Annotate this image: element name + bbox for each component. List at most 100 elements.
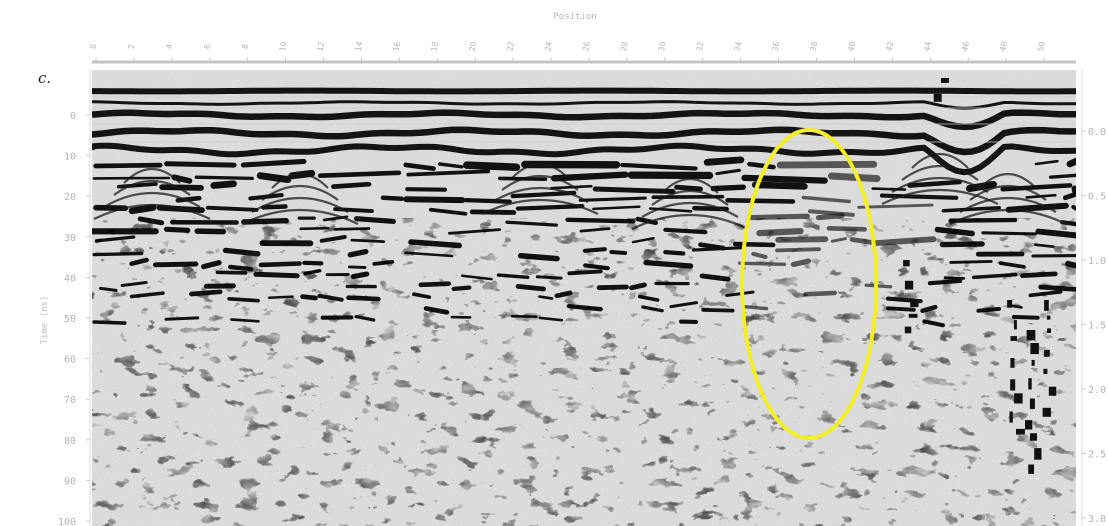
- vertical-streak-blob: [1044, 300, 1049, 311]
- time-axis-title: Time (ns): [40, 296, 50, 345]
- diffraction-event: [491, 187, 589, 203]
- vertical-streak-blob: [1043, 368, 1048, 374]
- subsurface-reflector-segment: [710, 184, 746, 192]
- subsurface-reflector-segment: [550, 184, 593, 190]
- subsurface-reflector-segment: [749, 213, 810, 221]
- time-tick-label: 40: [64, 273, 76, 284]
- depth-axis: 0.0 0.5 1.0 1.5 2.0 2.5 3.0: [1081, 70, 1106, 526]
- time-tick-label: 10: [64, 152, 76, 163]
- diffraction-event: [261, 184, 339, 201]
- position-tick-label: 28: [619, 41, 630, 52]
- subsurface-reflector-segment: [428, 207, 468, 216]
- subsurface-reflector-segment: [205, 205, 259, 212]
- diffraction-event: [881, 188, 999, 205]
- vertical-streak-blob: [1030, 343, 1039, 355]
- surface-reflector: [92, 126, 1076, 156]
- diffraction-event: [651, 189, 729, 206]
- vertical-streak-blob: [1042, 407, 1051, 417]
- subsurface-reflector-segment: [703, 156, 745, 166]
- subsurface-reflector-segment: [1034, 159, 1059, 166]
- subsurface-reflector-segment: [674, 184, 703, 192]
- diffraction-event: [271, 173, 329, 189]
- diffraction-event: [511, 163, 569, 179]
- diffraction-event: [891, 177, 989, 193]
- vertical-streak-blob: [1044, 349, 1050, 357]
- subsurface-reflector-segment: [116, 182, 158, 189]
- diffraction-event: [123, 168, 181, 184]
- vertical-streak-blob: [1048, 386, 1057, 396]
- time-tick-label: 90: [64, 476, 76, 487]
- subsurface-reflector-segment: [801, 195, 851, 204]
- depth-tick-label: 2.0: [1088, 385, 1106, 396]
- subsurface-reflector-segment: [406, 169, 491, 177]
- subsurface-reflector-segment: [815, 213, 845, 221]
- diffraction-event: [501, 174, 579, 191]
- depth-tick-label: 1.0: [1088, 256, 1106, 267]
- vertical-streak-blob: [1009, 411, 1013, 423]
- subsurface-reflector-segment: [317, 170, 402, 178]
- position-tick-label: 30: [657, 41, 668, 52]
- subsurface-reflector-segment: [164, 161, 237, 168]
- time-tick-label: 100: [58, 517, 76, 526]
- vertical-streak-blob: [1007, 300, 1013, 308]
- position-tick-label: 34: [733, 41, 744, 52]
- subsurface-reflector-segment: [550, 171, 629, 182]
- subsurface-reflector-segment: [159, 184, 204, 191]
- position-tick-label: 8: [240, 43, 250, 49]
- subsurface-reflector-segment: [879, 193, 959, 200]
- subsurface-reflector-segment: [741, 174, 828, 184]
- surface-reflector: [92, 142, 1076, 176]
- subsurface-reflector-segment: [93, 162, 163, 169]
- subsurface-reflector-segment: [620, 162, 698, 171]
- subsurface-reflector-segment: [1062, 191, 1076, 201]
- surface-reflector: [92, 87, 1076, 95]
- depth-tick-label: 2.5: [1088, 450, 1106, 461]
- subsurface-reflector-segment: [828, 172, 881, 183]
- vertical-streak-blob: [1010, 336, 1017, 341]
- subsurface-reflector-segment: [715, 168, 741, 176]
- position-tick-label: 10: [278, 41, 289, 52]
- position-tick-label: 14: [354, 41, 365, 52]
- time-tick-group: 0 10 20 30 40 50 60 70 80 90 100: [58, 111, 90, 526]
- vertical-streak-blob: [1028, 378, 1032, 390]
- time-tick-label: 80: [64, 436, 76, 447]
- subsurface-reflector-segment: [725, 198, 796, 204]
- position-tick-label: 42: [885, 41, 896, 52]
- subsurface-reflector-segment: [463, 161, 521, 171]
- diffraction-event: [979, 173, 1037, 189]
- position-tick-label: 6: [202, 43, 212, 49]
- subsurface-reflector-segment: [1066, 157, 1076, 168]
- subsurface-reflector-segment: [175, 195, 202, 203]
- subsurface-reflector-segment: [510, 190, 577, 199]
- position-tick-label: 4: [165, 43, 175, 49]
- vertical-streak-blob: [1046, 315, 1051, 320]
- position-tick-label: 36: [771, 41, 782, 52]
- subsurface-reflector-segment: [469, 209, 517, 215]
- position-tick-label: 16: [392, 41, 403, 52]
- depth-tick-group: 0.0 0.5 1.0 1.5 2.0 2.5 3.0: [1082, 127, 1106, 525]
- position-tick-label: 24: [543, 41, 554, 52]
- time-tick-label: 0: [70, 111, 76, 122]
- vertical-streak-blob: [904, 280, 914, 290]
- panel-label: c.: [38, 69, 52, 87]
- vertical-streak-blob: [1030, 433, 1037, 441]
- subsurface-reflector-segment: [405, 187, 447, 192]
- position-tick-label: 46: [960, 41, 971, 52]
- diffraction-event: [661, 178, 719, 194]
- subsurface-reflector-segment: [171, 174, 193, 184]
- vertical-streak-blob: [1014, 393, 1023, 404]
- position-tick-label: 20: [467, 41, 478, 52]
- anomaly-highlight-ellipse: [740, 128, 878, 440]
- position-tick-label: 32: [695, 41, 706, 52]
- vertical-streak-blob: [1010, 358, 1015, 368]
- position-tick-label: 38: [809, 41, 820, 52]
- vertical-streak-blob: [1047, 328, 1051, 333]
- diffraction-event: [103, 192, 201, 208]
- diffraction-event: [969, 184, 1047, 201]
- subsurface-reflector-segment: [403, 196, 466, 204]
- depth-tick-label: 0.0: [1088, 127, 1106, 138]
- subsurface-reflector-segment: [776, 160, 878, 169]
- depth-tick-label: 3.0: [1088, 514, 1106, 525]
